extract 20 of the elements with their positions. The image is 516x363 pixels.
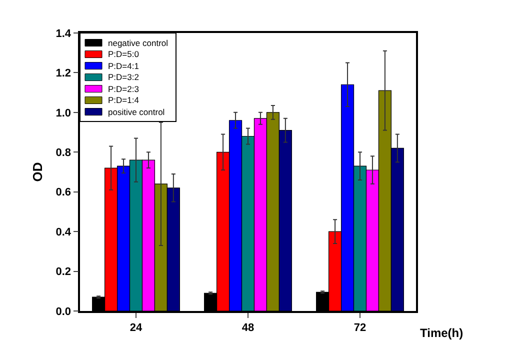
legend-label: P:D=5:0 xyxy=(108,49,140,59)
y-tick-label: 1.0 xyxy=(56,107,72,120)
y-tick-label: 1.2 xyxy=(56,68,72,80)
legend-label: P:D=1:4 xyxy=(108,95,140,105)
x-axis-title: Time(h) xyxy=(420,326,464,340)
legend-label: negative control xyxy=(108,38,168,48)
y-tick-label: 0.4 xyxy=(56,226,72,238)
x-tick-label: 48 xyxy=(242,322,254,334)
y-tick-label: 0.2 xyxy=(56,266,72,278)
y-axis-title: OD xyxy=(30,162,46,182)
x-tick-label: 72 xyxy=(354,322,366,334)
y-tick-label: 0.8 xyxy=(56,146,72,159)
x-tick-label: 24 xyxy=(130,322,143,334)
y-tick-label: 0.0 xyxy=(56,306,72,318)
y-tick-label: 1.4 xyxy=(56,28,72,40)
legend-label: P:D=4:1 xyxy=(108,61,140,71)
y-tick-label: 0.6 xyxy=(56,186,72,199)
legend-label: P:D=2:3 xyxy=(108,84,140,94)
legend-label: positive control xyxy=(108,107,165,117)
legend-label: P:D=3:2 xyxy=(108,72,140,82)
